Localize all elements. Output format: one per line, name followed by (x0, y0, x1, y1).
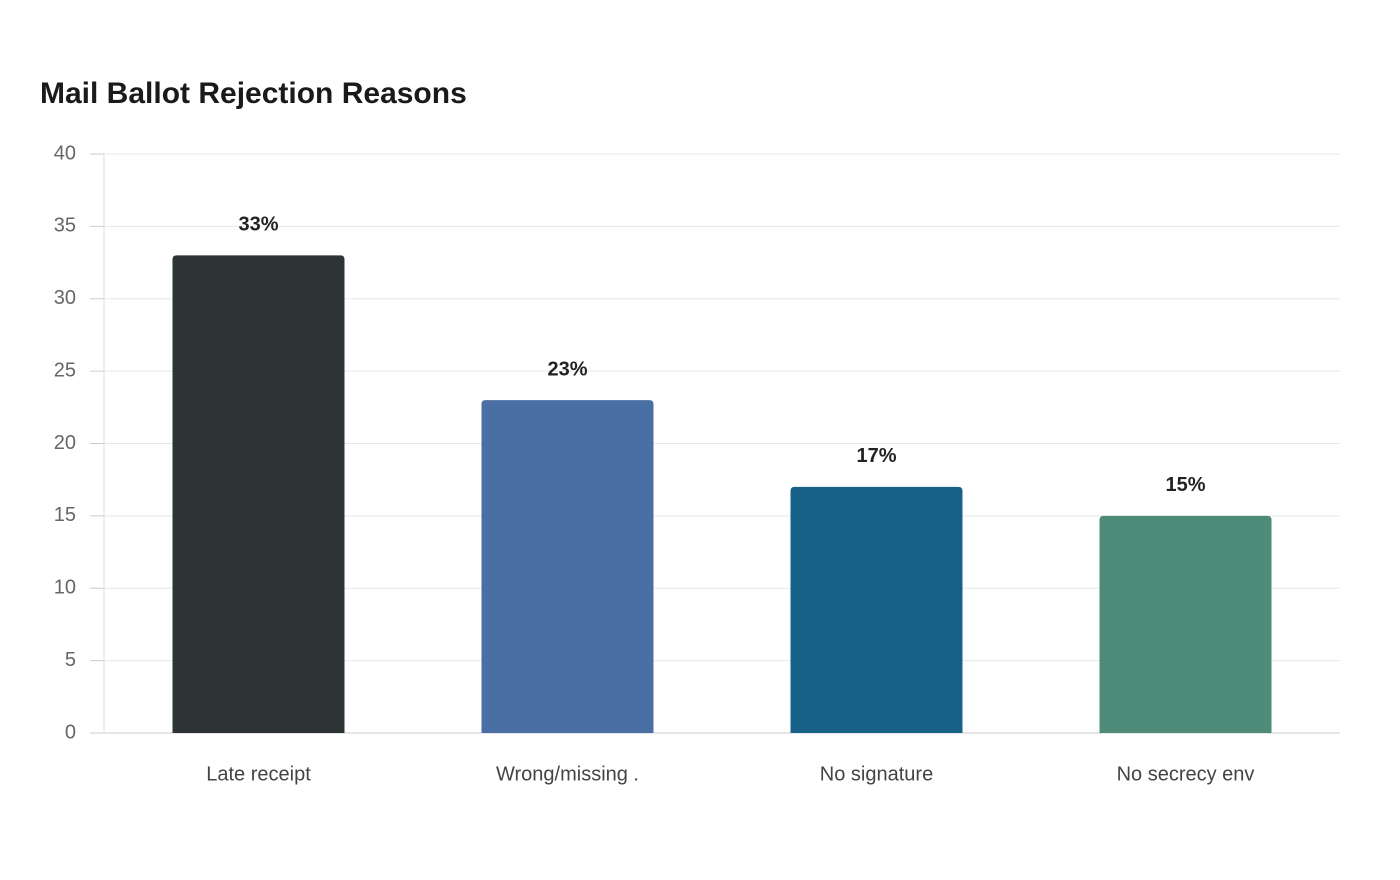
bar (481, 400, 654, 733)
bar (1099, 515, 1272, 733)
y-tick-label: 15 (54, 504, 76, 526)
bar (172, 255, 345, 733)
x-tick-label: Wrong/missing . (496, 763, 639, 785)
y-tick-label: 5 (65, 649, 76, 671)
value-label: 17% (856, 445, 896, 467)
bar (790, 486, 963, 733)
value-label: 23% (547, 358, 587, 380)
y-tick-label: 40 (54, 142, 76, 164)
value-label: 33% (238, 214, 278, 236)
y-tick-label: 30 (54, 287, 76, 309)
y-tick-label: 10 (54, 577, 76, 599)
y-tick-label: 0 (65, 721, 76, 743)
y-tick-label: 20 (54, 432, 76, 454)
chart-title: Mail Ballot Rejection Reasons (40, 77, 467, 110)
x-tick-label: No signature (820, 763, 933, 785)
x-tick-label: Late receipt (206, 763, 311, 785)
y-tick-label: 25 (54, 359, 76, 381)
value-label: 15% (1165, 474, 1205, 496)
y-tick-label: 35 (54, 215, 76, 237)
x-tick-label: No secrecy env (1117, 763, 1255, 785)
